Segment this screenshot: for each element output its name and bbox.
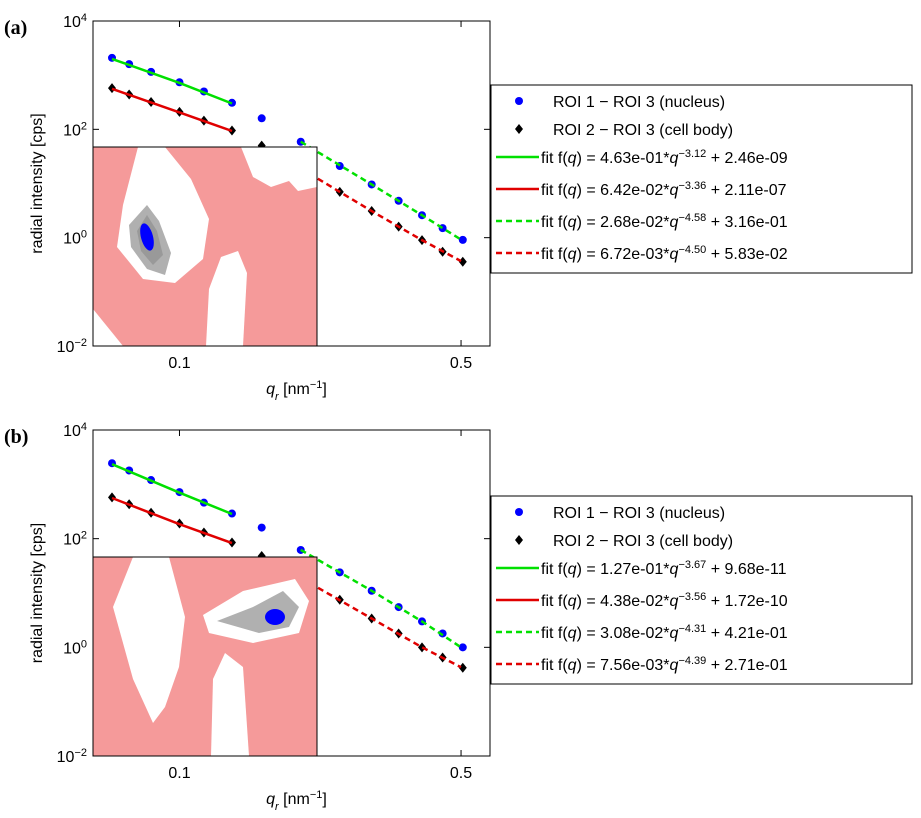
- fit-line: [111, 87, 233, 133]
- fit-line: [111, 463, 233, 516]
- legend-label: fit f(q) = 4.38e-02*q−3.56 + 1.72e-10: [541, 591, 788, 610]
- fit-line: [111, 57, 233, 105]
- legend-label: fit f(q) = 3.08e-02*q−4.31 + 4.21e-01: [541, 623, 788, 642]
- data-point: [515, 508, 523, 516]
- legend-label: ROI 2 − ROI 3 (cell body): [553, 122, 733, 139]
- data-point: [257, 523, 266, 532]
- legend-label: fit f(q) = 4.63e-01*q−3.12 + 2.46e-09: [541, 148, 788, 167]
- x-tick-label: 0.1: [168, 765, 190, 782]
- data-point: [515, 535, 523, 545]
- fit-line: [300, 167, 462, 263]
- data-point: [257, 114, 266, 123]
- y-tick-label: 100: [63, 229, 87, 248]
- fit-line: [111, 496, 233, 545]
- x-axis-label: qr [nm−1]: [266, 789, 327, 813]
- panel-label: (a): [4, 17, 27, 39]
- legend-label: fit f(q) = 7.56e-03*q−4.39 + 2.71e-01: [541, 655, 788, 674]
- y-tick-label: 10−2: [57, 747, 87, 766]
- legend-label: fit f(q) = 6.72e-03*q−4.50 + 5.83e-02: [541, 244, 788, 263]
- legend-label: fit f(q) = 6.42e-02*q−3.36 + 2.11e-07: [541, 180, 787, 199]
- x-tick-label: 0.5: [450, 765, 472, 782]
- y-axis-label: radial intensity [cps]: [29, 113, 46, 254]
- y-tick-label: 104: [63, 421, 87, 440]
- x-tick-label: 0.1: [168, 355, 190, 372]
- legend-label: ROI 2 − ROI 3 (cell body): [553, 533, 733, 550]
- data-point: [515, 124, 523, 134]
- inset-image-a: [92, 146, 318, 347]
- y-axis-label: radial intensity [cps]: [29, 523, 46, 664]
- data-point: [458, 235, 467, 244]
- data-point: [458, 662, 467, 673]
- panel-a: 10−2 100 102 104 0.1 0.5 qr [nm−1] radial inten…: [4, 12, 913, 403]
- data-point: [458, 256, 467, 267]
- y-tick-label: 100: [63, 638, 87, 657]
- data-point: [438, 629, 447, 638]
- legend-box: [490, 495, 913, 685]
- data-point: [458, 643, 467, 652]
- fit-line: [300, 140, 462, 241]
- x-tick-label: 0.5: [450, 355, 472, 372]
- legend-label: ROI 1 − ROI 3 (nucleus): [553, 94, 725, 111]
- y-tick-label: 102: [63, 530, 87, 549]
- inset-image-b: [92, 556, 318, 757]
- data-point: [515, 97, 523, 105]
- x-axis-label: qr [nm−1]: [266, 379, 327, 403]
- legend-box: [490, 84, 913, 274]
- panel-label: (b): [4, 426, 28, 448]
- legend-label: ROI 1 − ROI 3 (nucleus): [553, 505, 725, 522]
- y-tick-label: 102: [63, 120, 87, 139]
- legend-label: fit f(q) = 2.68e-02*q−4.58 + 3.16e-01: [541, 212, 788, 231]
- legend-label: fit f(q) = 1.27e-01*q−3.67 + 9.68e-11: [541, 559, 787, 578]
- fit-line: [300, 576, 462, 669]
- data-point: [418, 642, 427, 653]
- y-tick-label: 104: [63, 12, 87, 31]
- y-tick-label: 10−2: [57, 337, 87, 356]
- fit-line: [300, 548, 462, 649]
